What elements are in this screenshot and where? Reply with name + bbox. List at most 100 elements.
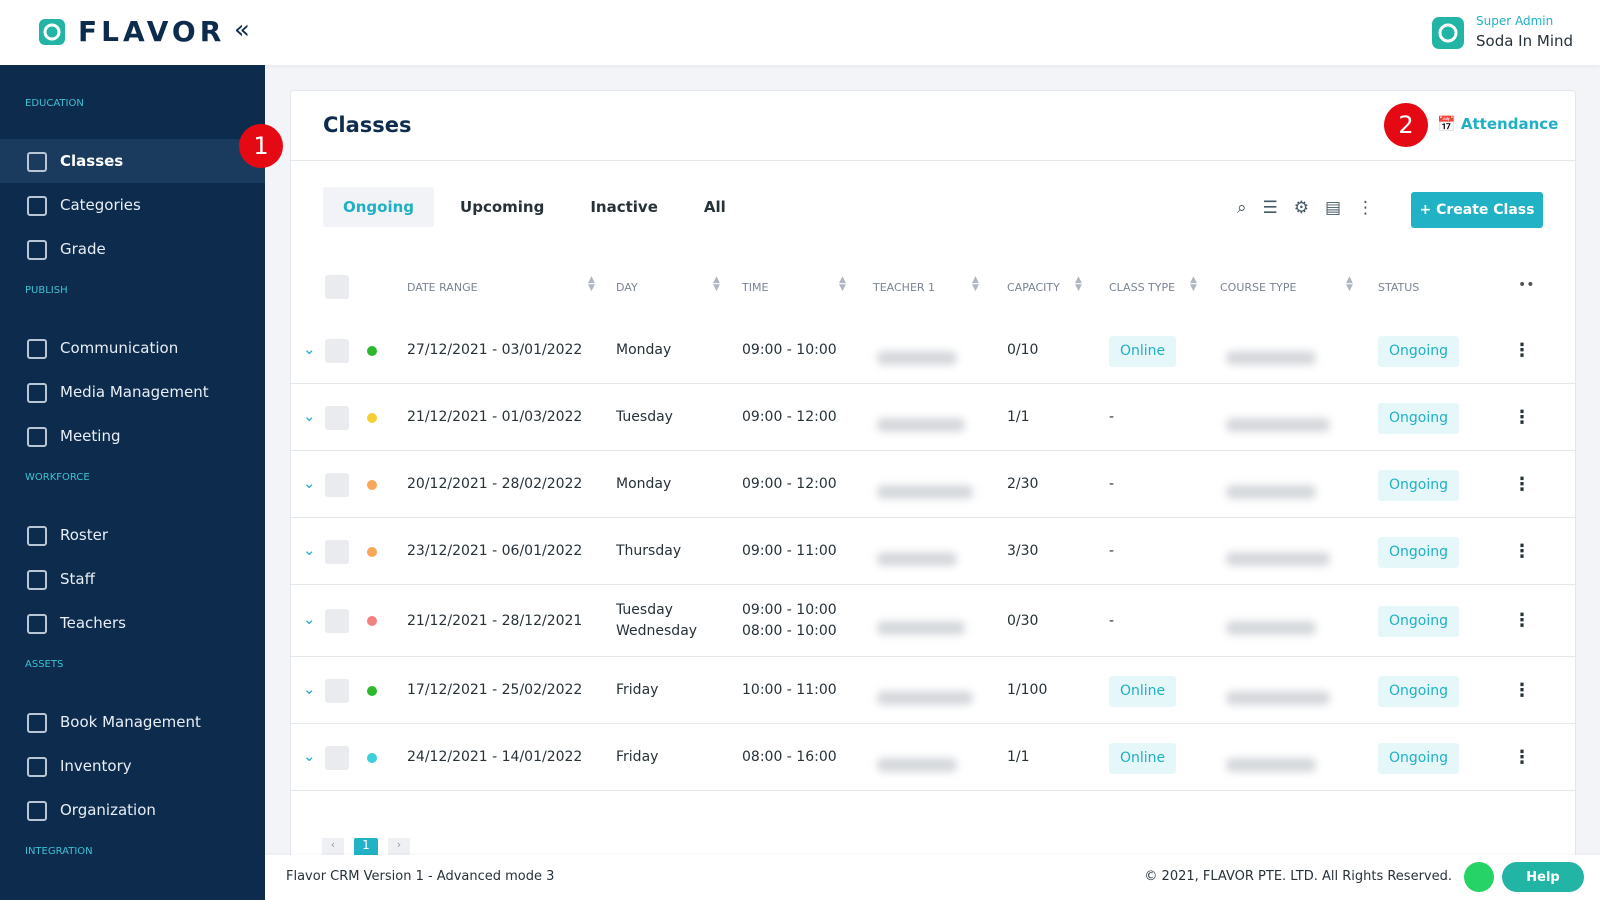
row-checkbox[interactable] xyxy=(325,405,349,430)
row-menu[interactable]: ⋮ xyxy=(1513,746,1531,768)
row-menu[interactable]: ⋮ xyxy=(1513,679,1531,701)
nav-item[interactable]: Communication xyxy=(0,326,265,370)
table-row: ⌄ 20/12/2021 - 28/02/2022 Monday 09:00 - 12… xyxy=(291,451,1575,518)
tabs: Ongoing Upcoming Inactive All xyxy=(323,187,752,227)
nav-item[interactable]: Teachers xyxy=(0,601,265,645)
table-row: ⌄ 27/12/2021 - 03/01/2022 Monday 09:00 - 10… xyxy=(291,317,1575,384)
sort-icon[interactable]: ▲ ▼ xyxy=(1075,275,1082,293)
tab[interactable]: Inactive xyxy=(590,198,658,216)
course-type-blurred xyxy=(1226,417,1330,432)
teacher-blurred xyxy=(877,621,965,635)
time: 10:00 - 11:00 xyxy=(742,682,837,698)
row-menu[interactable]: ⋮ xyxy=(1513,339,1531,361)
attendance-text[interactable]: Attendance xyxy=(1460,115,1559,133)
class-type: Online xyxy=(1109,742,1177,774)
expand-toggle[interactable]: ⌄ xyxy=(303,339,316,358)
date-range: 21/12/2021 - 28/12/2021 xyxy=(407,612,583,629)
class-type: - xyxy=(1109,543,1115,559)
tab[interactable]: Ongoing xyxy=(323,187,435,227)
nav-item[interactable]: Media Management xyxy=(0,370,265,414)
day: Wednesday xyxy=(616,623,698,639)
date-range: 27/12/2021 - 03/01/2022 xyxy=(407,342,583,358)
column-header: TIME xyxy=(742,281,769,294)
day: Tuesday xyxy=(616,602,673,618)
row-menu[interactable]: ⋮ xyxy=(1513,406,1531,428)
status-badge: Ongoing xyxy=(1378,469,1459,501)
next-page[interactable]: › xyxy=(388,838,410,858)
row-checkbox[interactable] xyxy=(325,745,349,770)
user-name[interactable]: Soda In Mind xyxy=(1476,32,1574,50)
capacity: 3/30 xyxy=(1007,543,1039,559)
expand-toggle[interactable]: ⌄ xyxy=(303,679,316,698)
date-range: 20/12/2021 - 28/02/2022 xyxy=(407,476,583,492)
sort-icon[interactable]: ▲ ▼ xyxy=(839,275,846,293)
sort-icon[interactable]: ▲ ▼ xyxy=(1346,275,1353,293)
status-badge: Ongoing xyxy=(1378,675,1459,707)
prev-page[interactable]: ‹ xyxy=(322,838,344,858)
pagination: ‹ 1 › xyxy=(322,838,410,858)
nav-item[interactable]: Roster xyxy=(0,513,265,557)
avatar xyxy=(1432,17,1464,49)
course-type-blurred xyxy=(1226,350,1316,365)
expand-toggle[interactable]: ⌄ xyxy=(303,746,316,765)
teacher-blurred xyxy=(877,484,973,499)
section-title: WORKFORCE xyxy=(25,472,90,483)
capacity: 1/1 xyxy=(1007,749,1030,765)
status-dot xyxy=(367,479,377,490)
sort-icon[interactable]: ▲ ▼ xyxy=(713,275,720,293)
footer: Flavor CRM Version 1 - Advanced mode 3 ©… xyxy=(265,855,1600,900)
tab[interactable]: Upcoming xyxy=(460,198,545,216)
row-checkbox[interactable] xyxy=(325,472,349,497)
nav-item[interactable]: Organization xyxy=(0,788,265,832)
class-type: Online xyxy=(1109,335,1177,367)
row-checkbox[interactable] xyxy=(325,338,349,363)
row-checkbox[interactable] xyxy=(325,539,349,564)
collapse-button[interactable]: « xyxy=(234,15,250,45)
nav-item[interactable]: Classes xyxy=(0,139,265,183)
row-menu[interactable]: ⋮ xyxy=(1513,473,1531,495)
column-menu[interactable]: •• xyxy=(1518,277,1535,293)
column-header: CAPACITY xyxy=(1007,281,1060,294)
status-dot xyxy=(367,752,377,763)
sort-icon[interactable]: ▲ ▼ xyxy=(972,275,979,293)
nav-item[interactable]: Grade xyxy=(0,227,265,271)
row-menu[interactable]: ⋮ xyxy=(1513,540,1531,562)
toolbar-icons[interactable]: ⌕☰⚙▤⋮ xyxy=(1237,198,1391,218)
section-title: ASSETS xyxy=(25,659,64,670)
time: 09:00 - 10:00 xyxy=(742,342,837,358)
expand-toggle[interactable]: ⌄ xyxy=(303,406,316,425)
sort-icon[interactable]: ▲ ▼ xyxy=(1190,275,1197,293)
nav-item[interactable]: Categories xyxy=(0,183,265,227)
column-header: CLASS TYPE xyxy=(1109,281,1176,294)
nav-item[interactable]: Book Management xyxy=(0,700,265,744)
sort-icon[interactable]: ▲ ▼ xyxy=(588,275,595,293)
logo-text: FLAVOR xyxy=(78,15,226,48)
status-badge: Ongoing xyxy=(1378,335,1459,367)
day: Friday xyxy=(616,749,659,765)
table-row: ⌄ 21/12/2021 - 28/12/2021 Tuesday Wednesday… xyxy=(291,585,1575,657)
current-page[interactable]: 1 xyxy=(354,838,378,858)
nav-item[interactable]: Staff xyxy=(0,557,265,601)
day: Monday xyxy=(616,342,672,358)
whatsapp-button[interactable] xyxy=(1464,862,1494,892)
attendance-link[interactable]: 📅 Attendance xyxy=(1437,115,1559,133)
nav-item[interactable]: Meeting xyxy=(0,414,265,458)
expand-toggle[interactable]: ⌄ xyxy=(303,473,316,492)
nav-item[interactable]: Inventory xyxy=(0,744,265,788)
expand-toggle[interactable]: ⌄ xyxy=(303,610,316,628)
row-checkbox[interactable] xyxy=(325,678,349,703)
select-all-checkbox[interactable] xyxy=(325,275,349,299)
annotation-marker: 2 xyxy=(1384,103,1428,147)
help-button[interactable]: Help xyxy=(1502,862,1584,892)
capacity: 0/30 xyxy=(1007,612,1039,629)
status-badge: Ongoing xyxy=(1378,402,1459,434)
time: 09:00 - 10:00 xyxy=(742,602,837,618)
row-checkbox[interactable] xyxy=(325,609,349,633)
row-menu[interactable]: ⋮ xyxy=(1513,610,1531,631)
create-class-button[interactable]: + Create Class xyxy=(1411,192,1543,228)
tab[interactable]: All xyxy=(703,198,726,216)
classes-table: DATE RANGE ▲ ▼ DAY ▲ ▼ TIME ▲ ▼ TEACHER 1 ▲ ▼ CAPACI… xyxy=(291,271,1575,831)
nav-item[interactable]: SSG-WSG xyxy=(0,887,265,900)
expand-toggle[interactable]: ⌄ xyxy=(303,540,316,559)
